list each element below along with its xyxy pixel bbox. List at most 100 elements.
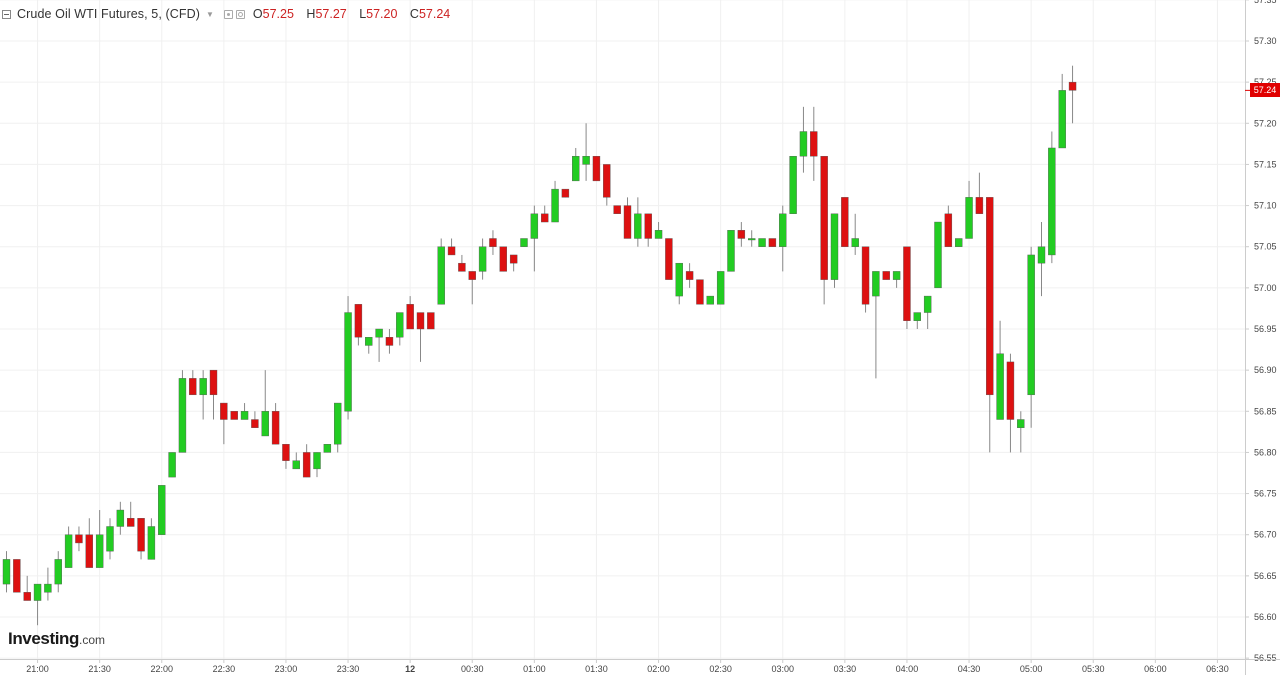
settings-icon[interactable]: [235, 9, 245, 19]
candle-body: [1037, 246, 1046, 264]
candle-body: [23, 592, 31, 601]
candle-up: [727, 230, 735, 272]
candle-down: [85, 518, 94, 568]
candle-up: [572, 147, 580, 182]
visibility-icon[interactable]: [223, 9, 233, 19]
candle-down: [251, 411, 259, 428]
candle-body: [271, 411, 280, 445]
y-tick-label: 57.30: [1254, 36, 1277, 46]
candle-down: [541, 205, 549, 223]
candle-body: [541, 213, 549, 223]
x-axis: 21:00 21:30 22:00 22:30 23:00 23:30 12 00:30 01:…: [0, 659, 1280, 674]
candle-body: [396, 312, 404, 338]
candle-up: [758, 238, 766, 247]
candle-body: [261, 411, 269, 437]
candle-down: [458, 254, 466, 272]
candle-up: [292, 452, 300, 470]
y-tick-label: 56.65: [1254, 571, 1277, 581]
candle-up: [168, 452, 176, 478]
y-tick-label: 57.35: [1254, 0, 1277, 5]
candle-up: [955, 238, 963, 247]
candle-up: [872, 271, 880, 379]
candle-body: [1006, 361, 1015, 420]
candle-body: [85, 534, 94, 568]
ohlc-low: L57.20: [359, 7, 398, 21]
candle-up: [748, 230, 756, 247]
candle-body: [44, 583, 52, 593]
y-tick-label: 57.15: [1254, 159, 1277, 169]
y-tick-label: 56.60: [1254, 612, 1277, 622]
candle-up: [95, 510, 104, 568]
candle-down: [137, 518, 145, 560]
candle-up: [789, 155, 797, 214]
candle-body: [934, 221, 942, 289]
candle-body: [592, 155, 601, 182]
candle-down: [623, 197, 632, 239]
candle-body: [779, 213, 787, 247]
candle-down: [385, 329, 394, 354]
candle-body: [313, 452, 321, 470]
candle-up: [996, 320, 1004, 420]
candle-body: [975, 197, 984, 214]
candle-up: [530, 205, 539, 272]
x-tick-label: 05:00: [1020, 664, 1043, 674]
candle-body: [427, 312, 435, 330]
candle-body: [354, 304, 363, 338]
y-tick-label: 57.20: [1254, 118, 1277, 128]
collapse-icon[interactable]: [2, 9, 11, 19]
candle-up: [1037, 222, 1046, 297]
candle-up: [779, 205, 787, 272]
candle-body: [375, 328, 383, 338]
chevron-down-icon[interactable]: ▼: [205, 9, 214, 19]
candle-body: [209, 369, 218, 396]
x-tick-label: 21:30: [88, 664, 111, 674]
candle-body: [168, 452, 176, 478]
candle-body: [365, 337, 373, 346]
candle-up: [478, 238, 487, 280]
candle-up: [116, 501, 125, 535]
candle-down: [820, 155, 828, 305]
candle-body: [416, 312, 425, 330]
candle-body: [1058, 90, 1066, 149]
y-tick-label: 56.55: [1254, 653, 1277, 663]
candle-body: [406, 304, 414, 330]
candle-down: [861, 246, 870, 313]
candle-down: [509, 254, 518, 272]
candle-down: [126, 501, 135, 527]
candle-body: [830, 213, 839, 280]
candle-down: [644, 213, 652, 247]
candle-body: [613, 205, 621, 214]
candle-body: [1068, 81, 1077, 91]
candle-down: [986, 197, 994, 453]
candle-up: [334, 402, 342, 453]
y-tick-label: 56.70: [1254, 530, 1277, 540]
candle-body: [561, 188, 570, 198]
candle-down: [220, 402, 228, 445]
candle-body: [737, 230, 746, 239]
candle-down: [271, 403, 280, 445]
candle-body: [965, 197, 973, 239]
candle-down: [23, 575, 31, 601]
candle-up: [965, 180, 973, 239]
candle-up: [178, 370, 187, 453]
candle-body: [675, 262, 683, 297]
x-tick-label: 01:00: [523, 664, 546, 674]
candle-down: [416, 312, 425, 362]
candle-body: [872, 271, 880, 297]
candle-body: [810, 131, 818, 157]
candle-body: [913, 312, 921, 321]
candle-body: [447, 246, 456, 256]
candle-body: [1017, 419, 1025, 428]
candle-body: [903, 246, 911, 321]
y-tick-label: 57.10: [1254, 201, 1277, 211]
candle-body: [706, 295, 714, 305]
candle-up: [437, 238, 445, 305]
y-tick-label: 57.00: [1254, 283, 1277, 293]
candle-body: [758, 238, 766, 247]
candle-up: [199, 370, 207, 420]
candle-down: [592, 155, 601, 182]
candle-up: [313, 452, 321, 478]
x-tick-label: 03:00: [771, 664, 794, 674]
candle-body: [509, 254, 518, 264]
